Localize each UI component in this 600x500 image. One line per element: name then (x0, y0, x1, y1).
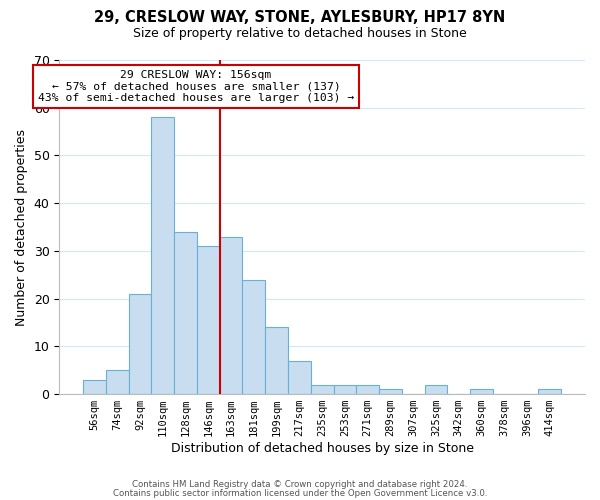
Bar (288, 360, 311, 394)
X-axis label: Distribution of detached houses by size in Stone: Distribution of detached houses by size … (170, 442, 473, 455)
Bar (174, 232, 197, 394)
Bar (311, 384, 334, 394)
Bar (425, 384, 448, 394)
Bar (128, 294, 151, 394)
Text: Size of property relative to detached houses in Stone: Size of property relative to detached ho… (133, 28, 467, 40)
Bar (538, 390, 561, 394)
Text: 29 CRESLOW WAY: 156sqm
← 57% of detached houses are smaller (137)
43% of semi-de: 29 CRESLOW WAY: 156sqm ← 57% of detached… (38, 70, 354, 103)
Bar (83, 380, 106, 394)
Bar (356, 384, 379, 394)
Bar (379, 390, 402, 394)
Bar (197, 246, 220, 394)
Bar (265, 328, 288, 394)
Text: Contains public sector information licensed under the Open Government Licence v3: Contains public sector information licen… (113, 488, 487, 498)
Bar (242, 280, 265, 394)
Bar (470, 390, 493, 394)
Bar (220, 236, 242, 394)
Bar (106, 370, 128, 394)
Bar (334, 384, 356, 394)
Y-axis label: Number of detached properties: Number of detached properties (15, 128, 28, 326)
Bar (151, 118, 174, 394)
Text: Contains HM Land Registry data © Crown copyright and database right 2024.: Contains HM Land Registry data © Crown c… (132, 480, 468, 489)
Text: 29, CRESLOW WAY, STONE, AYLESBURY, HP17 8YN: 29, CRESLOW WAY, STONE, AYLESBURY, HP17 … (94, 10, 506, 25)
